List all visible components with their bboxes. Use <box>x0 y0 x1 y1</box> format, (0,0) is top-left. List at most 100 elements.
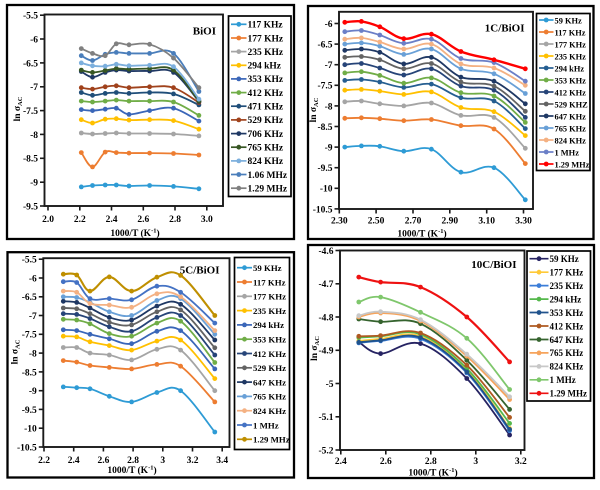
svg-text:-8: -8 <box>29 350 37 360</box>
svg-text:-8.5: -8.5 <box>317 123 332 133</box>
svg-text:-5.1: -5.1 <box>318 413 333 423</box>
svg-text:412 KHz: 412 KHz <box>253 349 286 359</box>
svg-text:765 KHz: 765 KHz <box>550 348 584 358</box>
svg-text:177 KHz: 177 KHz <box>248 34 284 44</box>
svg-text:2.8: 2.8 <box>169 215 181 225</box>
svg-text:647 KHz: 647 KHz <box>253 377 286 387</box>
svg-text:2.2: 2.2 <box>38 456 50 466</box>
svg-text:1 MHz: 1 MHz <box>550 375 576 385</box>
svg-text:353 KHz: 353 KHz <box>253 335 286 345</box>
svg-text:824 KHz: 824 KHz <box>555 136 587 145</box>
svg-text:ln σAC: ln σAC <box>309 97 320 122</box>
svg-text:1.06 MHz: 1.06 MHz <box>248 171 288 181</box>
svg-text:-5.2: -5.2 <box>318 446 333 456</box>
svg-text:1000/T (K-1): 1000/T (K-1) <box>408 467 457 479</box>
svg-text:2.4: 2.4 <box>335 457 347 467</box>
svg-text:2.6: 2.6 <box>97 456 109 466</box>
svg-text:353 KHz: 353 KHz <box>550 308 584 318</box>
svg-text:294 kHz: 294 kHz <box>550 294 582 304</box>
svg-text:2.70: 2.70 <box>405 216 422 226</box>
svg-text:-9.5: -9.5 <box>23 202 38 212</box>
svg-text:765 KHz: 765 KHz <box>248 144 284 154</box>
svg-text:294 kHz: 294 kHz <box>253 320 284 330</box>
svg-text:294 kHz: 294 kHz <box>248 62 282 72</box>
svg-text:-5.5: -5.5 <box>22 256 37 266</box>
svg-text:177 KHz: 177 KHz <box>555 40 587 49</box>
svg-text:235 KHz: 235 KHz <box>248 48 284 58</box>
svg-text:-4.8: -4.8 <box>318 313 333 323</box>
svg-text:1.29 MHz: 1.29 MHz <box>253 435 290 445</box>
svg-text:412 KHz: 412 KHz <box>248 89 284 99</box>
svg-text:-8.5: -8.5 <box>22 368 37 378</box>
svg-text:1.29 MHz: 1.29 MHz <box>555 160 590 169</box>
svg-text:824 KHz: 824 KHz <box>248 157 284 167</box>
svg-text:1000/T (K-1): 1000/T (K-1) <box>397 228 446 240</box>
svg-text:59 KHz: 59 KHz <box>555 16 582 25</box>
svg-text:3: 3 <box>473 457 478 467</box>
svg-text:353 KHz: 353 KHz <box>248 75 284 85</box>
svg-text:2.4: 2.4 <box>68 456 80 466</box>
svg-text:BiOI: BiOI <box>193 26 216 38</box>
svg-text:ln σAC: ln σAC <box>310 336 321 361</box>
svg-text:2.0: 2.0 <box>42 215 54 225</box>
svg-text:2.6: 2.6 <box>380 457 392 467</box>
svg-text:2.30: 2.30 <box>331 216 348 226</box>
svg-text:-4.6: -4.6 <box>318 247 333 257</box>
svg-text:235 KHz: 235 KHz <box>253 306 286 316</box>
svg-text:412 KHz: 412 KHz <box>555 88 587 97</box>
svg-text:-8: -8 <box>30 131 38 141</box>
svg-text:235 KHz: 235 KHz <box>555 52 587 61</box>
svg-text:529 KHZ: 529 KHZ <box>555 100 589 109</box>
svg-text:-9: -9 <box>325 144 333 154</box>
svg-text:1 MHz: 1 MHz <box>555 148 580 157</box>
svg-text:765 KHz: 765 KHz <box>253 392 286 402</box>
svg-text:1.29 MHz: 1.29 MHz <box>248 185 288 195</box>
svg-text:1 MHz: 1 MHz <box>253 420 279 430</box>
svg-text:-4.9: -4.9 <box>318 347 333 357</box>
svg-text:-7: -7 <box>30 83 38 93</box>
svg-text:-6.5: -6.5 <box>23 59 38 69</box>
svg-text:10C/BiOI: 10C/BiOI <box>471 259 516 271</box>
svg-text:-4.7: -4.7 <box>318 280 333 290</box>
svg-text:3.30: 3.30 <box>515 216 532 226</box>
svg-text:2.90: 2.90 <box>441 216 458 226</box>
svg-text:3: 3 <box>160 456 165 466</box>
svg-text:353 KHz: 353 KHz <box>555 76 587 85</box>
svg-text:-5: -5 <box>326 380 334 390</box>
svg-text:ln σAC: ln σAC <box>11 339 22 364</box>
svg-text:-6: -6 <box>325 20 333 30</box>
svg-text:-6: -6 <box>29 274 37 284</box>
svg-text:235 KHz: 235 KHz <box>550 281 584 291</box>
svg-text:3.2: 3.2 <box>515 457 527 467</box>
svg-text:529 KHz: 529 KHz <box>248 116 284 126</box>
svg-text:117 KHz: 117 KHz <box>253 277 286 287</box>
svg-text:824 KHz: 824 KHz <box>253 406 286 416</box>
svg-text:-6: -6 <box>30 35 38 45</box>
svg-text:-7: -7 <box>325 61 333 71</box>
svg-text:-7.5: -7.5 <box>22 331 37 341</box>
svg-text:824 KHz: 824 KHz <box>550 362 584 372</box>
svg-text:412 KHz: 412 KHz <box>550 321 584 331</box>
svg-text:-9.5: -9.5 <box>317 164 332 174</box>
svg-text:59 KHz: 59 KHz <box>253 263 282 273</box>
svg-text:1C/BiOI: 1C/BiOI <box>485 23 525 35</box>
svg-text:ln σAC: ln σAC <box>13 96 24 121</box>
svg-text:-5.5: -5.5 <box>23 12 38 22</box>
svg-text:2.8: 2.8 <box>425 457 437 467</box>
svg-text:-10.5: -10.5 <box>313 205 333 215</box>
svg-text:2.4: 2.4 <box>106 215 118 225</box>
svg-text:-10: -10 <box>320 185 333 195</box>
svg-text:2.6: 2.6 <box>137 215 149 225</box>
svg-text:117 KHz: 117 KHz <box>555 28 586 37</box>
svg-text:294 kHz: 294 kHz <box>555 64 585 73</box>
svg-text:706 KHz: 706 KHz <box>248 130 284 140</box>
svg-text:765 KHz: 765 KHz <box>555 124 587 133</box>
svg-text:2.2: 2.2 <box>74 215 86 225</box>
svg-text:3.0: 3.0 <box>201 215 213 225</box>
svg-text:-10: -10 <box>24 425 37 435</box>
svg-text:177 KHz: 177 KHz <box>550 268 584 278</box>
svg-text:-6.5: -6.5 <box>317 41 332 51</box>
svg-text:-6.5: -6.5 <box>22 293 37 303</box>
svg-text:3.4: 3.4 <box>216 456 228 466</box>
svg-text:-7.5: -7.5 <box>317 82 332 92</box>
